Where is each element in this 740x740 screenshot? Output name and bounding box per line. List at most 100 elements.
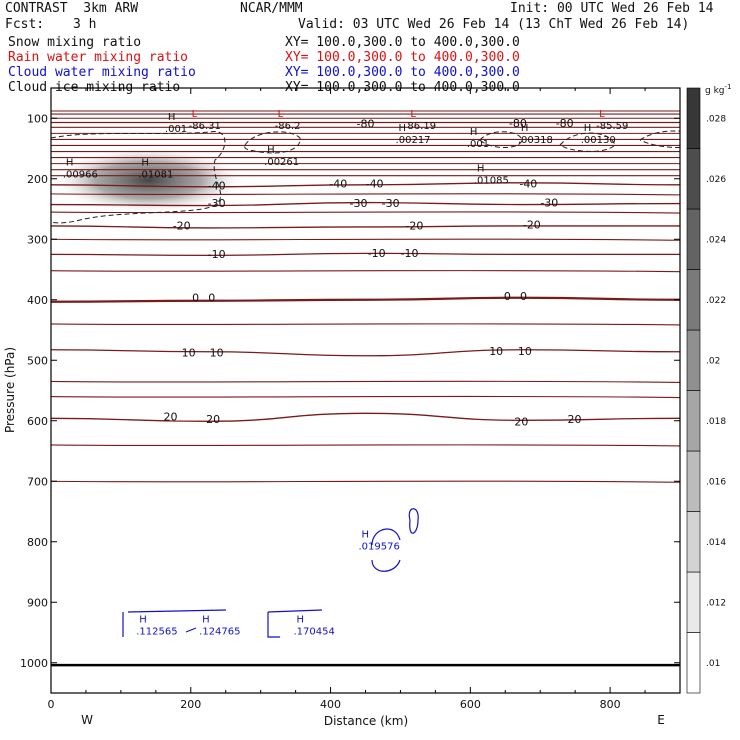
snow-extremum-marker: H <box>521 123 529 134</box>
colorbar-tick-label: .024 <box>706 235 726 245</box>
y-tick-label: 400 <box>27 294 48 307</box>
colorbar: .01 .012 .014 .016 .018 .02 .022 .024 .026 .028 <box>686 87 726 694</box>
isotherm-label: -80 <box>556 117 574 130</box>
y-tick-label: 600 <box>27 415 48 428</box>
cloud-water-extremum-value: .112565 <box>136 626 177 637</box>
snow-extremum-value: .01085 <box>474 176 509 187</box>
isotherm-label: 20 <box>206 413 220 426</box>
snow-contour <box>244 131 301 154</box>
chart-title: CONTRAST 3km ARW <box>5 1 139 16</box>
isotherm-label: -40 <box>329 178 347 191</box>
snow-contours <box>51 130 740 224</box>
snow-extremum-value: .00966 <box>63 169 98 180</box>
snow-contour <box>559 132 616 152</box>
isotherm-line <box>51 395 680 399</box>
snow-extremum-value: .00318 <box>518 135 553 146</box>
snow-extremum-marker: H <box>267 145 275 156</box>
colorbar-segment <box>686 632 701 694</box>
isotherm-10 <box>51 349 680 357</box>
temperature-extremum-marker: L <box>192 109 198 120</box>
colorbar-segment <box>686 329 701 391</box>
isotherm--20 <box>51 225 680 229</box>
cloud-water-contour <box>408 508 419 534</box>
snow-extremum-marker: H <box>141 157 149 168</box>
isotherm-label: -30 <box>350 197 368 210</box>
y-tick-label: 700 <box>27 475 48 488</box>
field-xy-rain: XY= 100.0,300.0 to 400.0,300.0 <box>285 50 520 65</box>
isotherm-label: -80 <box>509 117 527 130</box>
snow-extremum-value: .00130 <box>581 135 616 146</box>
y-axis-label: Pressure (hPa) <box>3 347 17 433</box>
cloud-water-contours <box>122 508 419 638</box>
colorbar-tick-label: .02 <box>706 356 720 366</box>
snow-extremum-value: .001 <box>165 124 187 135</box>
x-tick-label: 800 <box>600 698 621 711</box>
x-axis-label: Distance (km) <box>324 714 408 728</box>
y-tick-label: 1000 <box>20 657 48 670</box>
cloud-water-extremum-marker: H <box>202 614 210 625</box>
colorbar-segment <box>686 390 701 452</box>
axes: 0 200 400 600 800100200300400500600700800900… <box>20 87 681 711</box>
isotherm-label: 10 <box>518 345 532 358</box>
isotherm-label: 10 <box>489 345 503 358</box>
isotherm-label: -10 <box>401 247 419 260</box>
y-tick-label: 900 <box>27 596 48 609</box>
isotherm--40 <box>51 182 680 188</box>
isotherm-label: -80 <box>357 118 375 131</box>
isotherm-line <box>51 238 680 241</box>
field-name-rain: Rain water mixing ratio <box>8 50 189 65</box>
y-tick-label: 500 <box>27 354 48 367</box>
forecast-value: 3 h <box>73 17 97 32</box>
isotherm-label: -20 <box>523 219 541 232</box>
isotherm-label: -20 <box>173 219 191 232</box>
isotherm-line <box>51 211 680 214</box>
x-axis-east: E <box>657 713 665 727</box>
isotherm-label: 0 <box>208 291 215 304</box>
colorbar-tick-label: .028 <box>706 114 726 124</box>
x-tick-label: 600 <box>460 698 481 711</box>
y-tick-label: 300 <box>27 233 48 246</box>
colorbar-tick-label: .022 <box>706 296 726 306</box>
isotherm-label: -40 <box>208 179 226 192</box>
snow-extremum-marker: H <box>584 123 592 134</box>
cloud-water-extremum-value: .019576 <box>359 542 400 553</box>
temperature-extremum-marker: L <box>410 109 416 120</box>
init-time: Init: 00 UTC Wed 26 Feb 14 <box>510 1 714 16</box>
isotherm-label: -10 <box>208 248 226 261</box>
snow-extremum-value: .001 <box>467 139 489 150</box>
valid-time: Valid: 03 UTC Wed 26 Feb 14 (13 ChT Wed … <box>298 17 690 32</box>
x-tick-label: 200 <box>180 698 201 711</box>
temperature-extremum-marker: L <box>599 109 605 120</box>
isotherm-label: 0 <box>520 290 527 303</box>
cloud-water-extremum-marker: H <box>297 614 305 625</box>
isotherm-label: -30 <box>208 197 226 210</box>
isotherm-line <box>51 323 680 326</box>
field-xy-cloud-water: XY= 100.0,300.0 to 400.0,300.0 <box>285 65 520 80</box>
snow-extremum-value: .00217 <box>396 135 431 146</box>
isotherm-label: -30 <box>540 196 558 209</box>
cloud-water-contour <box>185 627 197 633</box>
isotherm-line <box>51 193 680 196</box>
y-tick-label: 100 <box>27 112 48 125</box>
snow-contour <box>720 132 740 148</box>
cloud-water-contour <box>371 528 401 546</box>
snow-extremum-marker: H <box>168 112 176 123</box>
y-tick-label: 200 <box>27 173 48 186</box>
snow-extremum-marker: H <box>66 157 74 168</box>
isotherm-label: 20 <box>567 413 581 426</box>
snow-extremum-marker: H <box>399 123 407 134</box>
isotherm-label: 0 <box>504 290 511 303</box>
isotherm-label: 0 <box>192 291 199 304</box>
field-name-snow: Snow mixing ratio <box>8 35 142 50</box>
isotherm-line <box>51 380 680 383</box>
isotherm-label: -30 <box>382 197 400 210</box>
isotherm-0 <box>51 296 680 303</box>
cloud-water-contour <box>371 559 401 572</box>
colorbar-segment <box>686 87 701 149</box>
temperature-extremum-value: -86.31 <box>189 121 221 132</box>
colorbar-tick-label: .014 <box>706 538 726 548</box>
field-name-cloud-water: Cloud water mixing ratio <box>8 65 196 80</box>
colorbar-tick-label: .016 <box>706 477 726 487</box>
snow-extremum-value: .01081 <box>138 169 173 180</box>
